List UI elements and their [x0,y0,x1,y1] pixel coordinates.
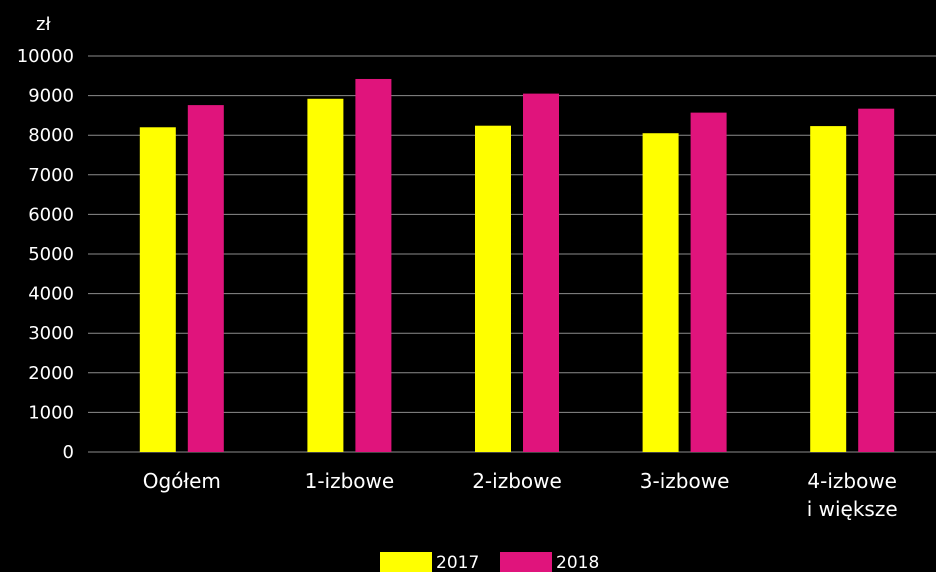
bar-2017-0 [139,127,176,452]
legend-swatch-2017 [380,552,432,572]
x-category-label: 2-izbowe [472,469,562,493]
bar-2018-0 [187,105,224,452]
x-category-label: Ogółem [143,469,221,493]
y-tick-label: 5000 [28,244,74,265]
y-tick-label: 2000 [28,363,74,384]
bar-2018-4 [858,108,895,452]
bar-2017-3 [642,133,679,452]
x-category-label: i większe [807,497,898,521]
legend: 2017 2018 [380,552,599,572]
bar-2018-3 [690,112,727,453]
legend-label-2017: 2017 [436,553,479,572]
bars [139,78,895,453]
y-tick-label: 7000 [28,165,74,186]
y-tick-label: 4000 [28,284,74,305]
x-axis-categories: Ogółem 1-izbowe 2-izbowe 3-izbowe 4-izbowe i … [143,469,898,521]
y-tick-label: 1000 [28,402,74,423]
y-tick-label: 9000 [28,86,74,107]
bar-2018-2 [523,93,559,453]
y-tick-label: 0 [63,442,74,463]
y-tick-label: 6000 [28,204,74,225]
y-axis-ticks: 0 1000 2000 3000 4000 5000 6000 7000 8000 9000 100… [17,46,74,463]
gridlines [88,55,936,453]
y-tick-label: 8000 [28,125,74,146]
bar-2018-1 [355,78,392,452]
legend-swatch-2018 [500,552,552,572]
y-tick-label: 10000 [17,46,74,67]
bar-2017-2 [475,125,511,453]
x-category-label: 4-izbowe [807,469,897,493]
x-category-label: 1-izbowe [305,469,395,493]
x-category-label: 3-izbowe [640,469,730,493]
y-axis-unit-label: zł [36,14,51,35]
bar-2017-4 [810,126,847,452]
y-tick-label: 3000 [28,323,74,344]
bar-2017-1 [307,98,344,452]
legend-label-2018: 2018 [556,553,599,572]
